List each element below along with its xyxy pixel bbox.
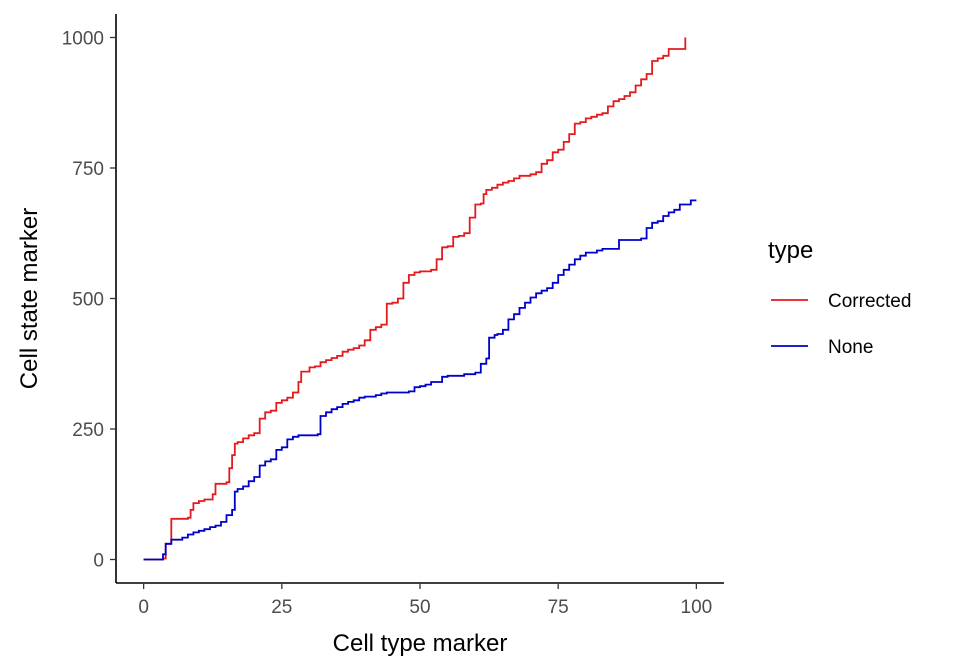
- series-line-corrected: [143, 37, 687, 561]
- legend-label-corrected: Corrected: [828, 291, 911, 312]
- x-tick-label: 75: [548, 597, 569, 618]
- series-layer: [143, 37, 697, 561]
- legend-title: type: [768, 237, 813, 264]
- x-tick-label: 50: [409, 597, 430, 618]
- x-tick-label: 0: [138, 597, 149, 618]
- legend-label-none: None: [828, 337, 873, 358]
- y-tick-label: 750: [72, 159, 104, 180]
- x-tick-label: 100: [681, 597, 713, 618]
- x-tick-label: 25: [271, 597, 292, 618]
- y-axis-title: Cell state marker: [16, 208, 43, 389]
- y-tick-label: 500: [72, 290, 104, 311]
- y-tick-label: 250: [72, 420, 104, 441]
- series-line-none: [143, 199, 697, 561]
- y-tick-label: 0: [93, 551, 104, 572]
- x-axis-title: Cell type marker: [333, 630, 508, 657]
- legend: type Corrected None: [768, 237, 911, 358]
- y-tick-label: 1000: [62, 28, 104, 49]
